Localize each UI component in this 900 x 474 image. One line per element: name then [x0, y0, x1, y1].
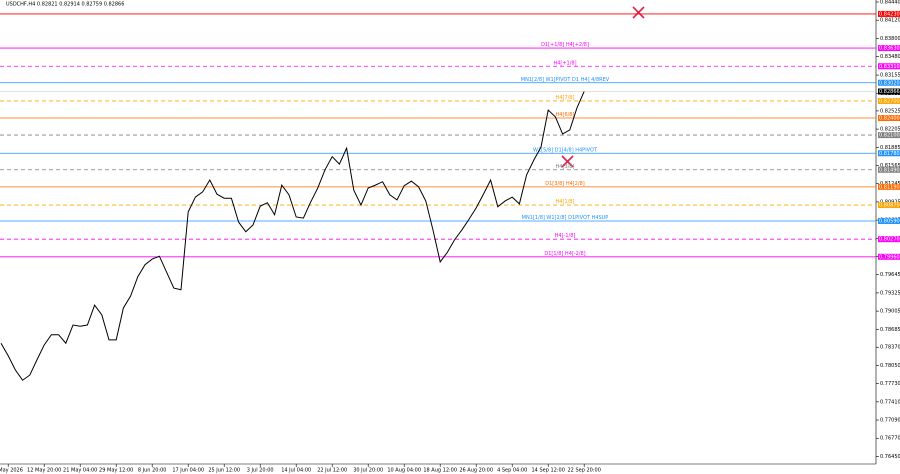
y-tick-label: 0.78050 — [880, 363, 900, 369]
level-label: MN1[1/8] W1[2/8] D1PIVOT H4SUP — [522, 215, 609, 221]
y-tick-label: 0.84120 — [880, 18, 900, 24]
y-tick-label: 0.82205 — [880, 127, 900, 133]
level-label: H4[+1/8] — [553, 60, 576, 66]
x-tick-label: 8 Jun 20:00 — [138, 468, 167, 474]
current-price-tag — [878, 88, 900, 95]
y-tick-label: 0.82525 — [880, 108, 900, 114]
y-tick-label: 0.79325 — [880, 290, 900, 296]
y-tick-label: 0.77090 — [880, 418, 900, 424]
price-tag — [878, 166, 900, 173]
price-tag — [878, 183, 900, 190]
y-tick-label: 0.84440 — [880, 0, 900, 5]
price-tag-label: 0.82100 — [879, 133, 900, 139]
y-tick-label: 0.77730 — [880, 381, 900, 387]
price-tag — [878, 45, 900, 52]
x-tick-label: 17 Jun 04:00 — [172, 468, 204, 474]
level-label: H4[3/8] — [556, 164, 575, 170]
level-label: H4[7/8] — [556, 95, 575, 101]
price-tag — [878, 253, 900, 260]
y-tick-label: 0.77410 — [880, 399, 900, 405]
x-tick-label: 14 Jul 04:00 — [281, 468, 311, 474]
price-tag-label: 0.82700 — [879, 98, 900, 104]
price-tag — [878, 10, 900, 17]
x-tick-label: 18 Aug 12:00 — [423, 468, 457, 474]
price-tag — [878, 236, 900, 243]
price-tag — [878, 150, 900, 157]
level-label: H4[1/8] — [556, 199, 575, 205]
signal-marker — [561, 6, 645, 168]
x-tick-label: 21 May 04:00 — [63, 468, 97, 474]
level-label: D1[+1/8] H4[+2/8] — [541, 42, 589, 48]
price-line — [0, 91, 585, 381]
price-tag-label: 0.83630 — [879, 46, 900, 52]
y-tick-label: 0.76450 — [880, 454, 900, 460]
chart-title: USDCHF,H4 0.82821 0.82914 0.82759 0.8286… — [6, 2, 124, 8]
x-tick-label: 4 Sep 04:00 — [497, 468, 527, 474]
level-label: H4[-1/8] — [555, 233, 576, 239]
price-tag — [878, 217, 900, 224]
x-tick-label: 12 May 20:00 — [27, 468, 61, 474]
y-tick-label: 0.78370 — [880, 345, 900, 351]
price-tag-label: 0.83310 — [879, 64, 900, 70]
price-tag — [878, 63, 900, 70]
price-tag — [878, 97, 900, 104]
level-label: MN1[2/8] W1[PIVOT D1 H4] 4/8REV — [521, 77, 610, 83]
x-tick-label: 22 Jul 12:00 — [317, 468, 347, 474]
price-tag-label: 0.79960 — [879, 254, 900, 260]
x-tick-label: 26 Aug 20:00 — [459, 468, 493, 474]
price-tag — [878, 132, 900, 139]
price-tag-label: 0.82400 — [879, 116, 900, 122]
price-tag-label: 0.80270 — [879, 237, 900, 243]
x-tick-label: 4 May 2026 — [0, 468, 23, 474]
x-tick-label: 22 Sep 20:00 — [568, 468, 601, 474]
price-tag-label: 0.81490 — [879, 167, 900, 173]
x-tick-label: 3 Jul 20:00 — [247, 468, 274, 474]
y-tick-label: 0.76770 — [880, 436, 900, 442]
price-tag-label: 0.84230 — [879, 11, 900, 17]
y-tick-label: 0.81885 — [880, 145, 900, 151]
y-tick-label: 0.79005 — [880, 309, 900, 315]
price-tag-label: 0.83020 — [879, 80, 900, 86]
level-label: D1[3/8] H4[2/8] — [545, 181, 585, 187]
price-tag — [878, 79, 900, 86]
x-tick-label: 14 Sep 12:00 — [532, 468, 565, 474]
price-tag-label: 0.80870 — [879, 203, 900, 209]
y-tick-label: 0.78685 — [880, 327, 900, 333]
x-tick-label: 30 Jul 20:00 — [353, 468, 383, 474]
y-tick-label: 0.79645 — [880, 272, 900, 278]
current-price-label: 0.82866 — [879, 89, 900, 95]
price-tag-label: 0.80590 — [879, 218, 900, 224]
y-tick-label: 0.83155 — [880, 73, 900, 79]
price-tag-label: 0.81780 — [879, 151, 900, 157]
x-tick-label: 29 May 12:00 — [99, 468, 133, 474]
level-label: W1[5/8] D1[4/8] H4PIVOT — [533, 147, 598, 153]
level-label: D1[1/8] H4[-2/8] — [544, 251, 585, 257]
x-tick-label: 10 Aug 04:00 — [387, 468, 421, 474]
price-tag — [878, 202, 900, 209]
y-tick-label: 0.81565 — [880, 163, 900, 169]
level-label: H4[6/8] — [556, 112, 575, 118]
price-tag-label: 0.81190 — [879, 184, 900, 190]
y-tick-label: 0.83480 — [880, 54, 900, 60]
x-tick-label: 25 Jun 12:00 — [208, 468, 240, 474]
price-tag — [878, 115, 900, 122]
y-tick-label: 0.83800 — [880, 36, 900, 42]
